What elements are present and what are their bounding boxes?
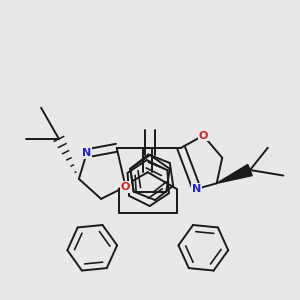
Text: O: O xyxy=(121,182,130,192)
Text: O: O xyxy=(199,130,208,141)
Text: N: N xyxy=(192,184,201,194)
Polygon shape xyxy=(217,164,252,183)
Text: N: N xyxy=(82,148,91,158)
